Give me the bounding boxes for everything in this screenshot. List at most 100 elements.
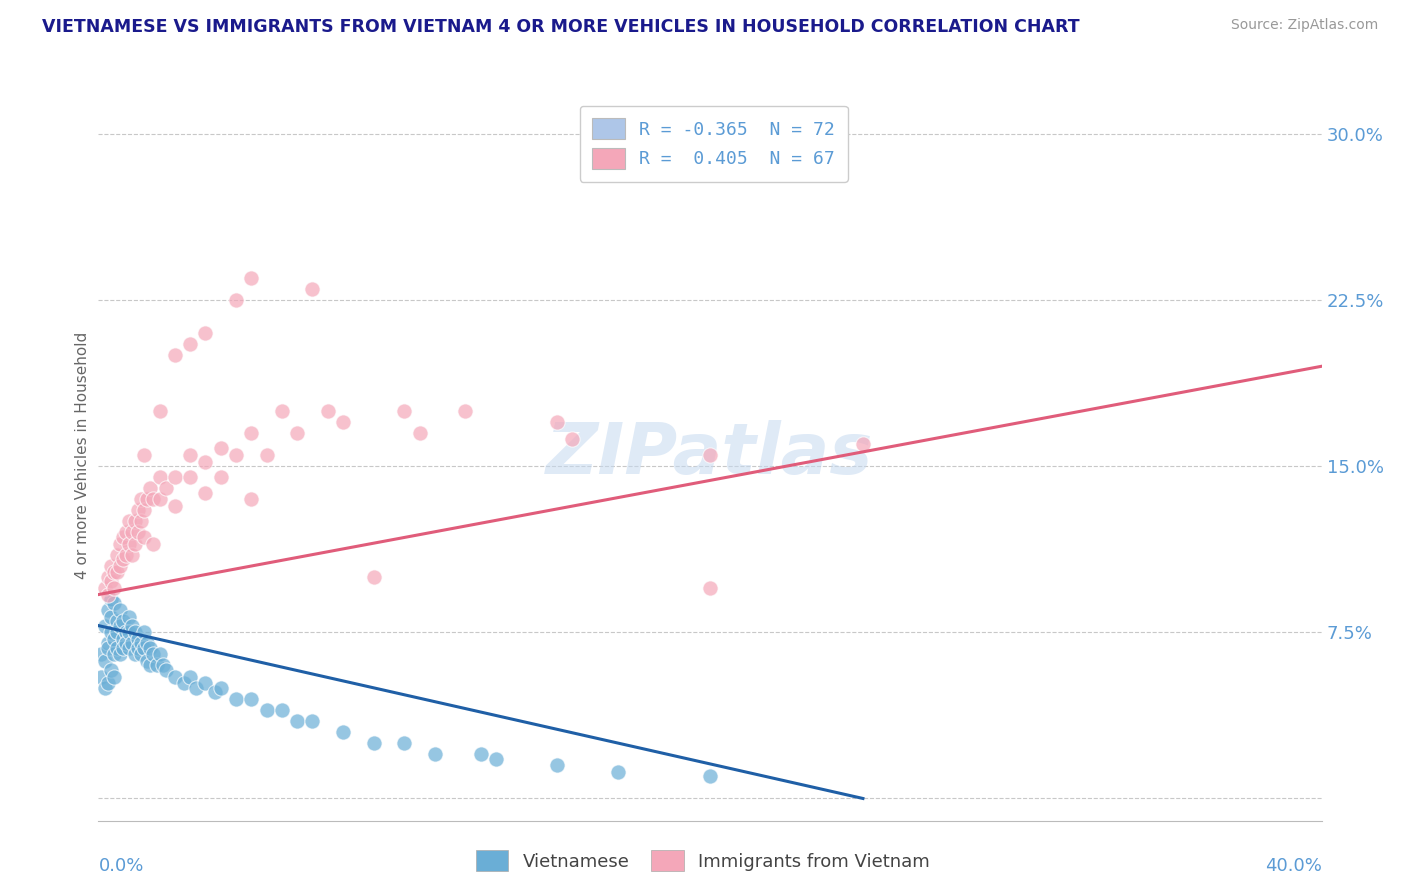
Point	[285, 714, 308, 728]
Point	[90, 648, 112, 662]
Point	[108, 536, 131, 550]
Y-axis label: 4 or more Vehicles in Household: 4 or more Vehicles in Household	[75, 331, 90, 579]
Point	[209, 442, 232, 456]
Point	[105, 614, 128, 628]
Point	[105, 566, 128, 580]
Point	[103, 632, 125, 646]
Point	[392, 736, 416, 750]
Point	[111, 552, 134, 566]
Point	[134, 448, 156, 462]
Point	[93, 654, 115, 668]
Point	[316, 403, 339, 417]
Point	[100, 574, 122, 589]
Point	[129, 636, 152, 650]
Point	[186, 681, 208, 695]
Point	[115, 625, 138, 640]
Point	[105, 640, 128, 655]
Point	[163, 499, 186, 513]
Point	[103, 669, 125, 683]
Point	[332, 415, 354, 429]
Point	[392, 403, 416, 417]
Point	[97, 640, 120, 655]
Point	[100, 625, 122, 640]
Point	[103, 581, 125, 595]
Point	[139, 481, 162, 495]
Point	[546, 758, 568, 772]
Point	[118, 609, 141, 624]
Point	[194, 326, 217, 340]
Point	[100, 558, 122, 573]
Point	[103, 648, 125, 662]
Point	[142, 648, 165, 662]
Point	[100, 609, 122, 624]
Legend: Vietnamese, Immigrants from Vietnam: Vietnamese, Immigrants from Vietnam	[468, 843, 938, 879]
Point	[485, 751, 508, 765]
Point	[124, 648, 146, 662]
Point	[97, 676, 120, 690]
Point	[155, 481, 177, 495]
Point	[301, 714, 323, 728]
Point	[129, 515, 152, 529]
Point	[270, 403, 294, 417]
Point	[97, 588, 120, 602]
Point	[209, 470, 232, 484]
Point	[256, 703, 278, 717]
Point	[111, 632, 134, 646]
Point	[423, 747, 446, 761]
Point	[194, 485, 217, 500]
Point	[124, 536, 146, 550]
Point	[124, 625, 146, 640]
Point	[285, 425, 308, 440]
Point	[115, 548, 138, 562]
Point	[149, 492, 172, 507]
Point	[127, 632, 149, 646]
Point	[139, 640, 162, 655]
Legend: R = -0.365  N = 72, R =  0.405  N = 67: R = -0.365 N = 72, R = 0.405 N = 67	[579, 105, 848, 182]
Point	[134, 530, 156, 544]
Point	[111, 530, 134, 544]
Point	[118, 515, 141, 529]
Point	[97, 636, 120, 650]
Point	[108, 558, 131, 573]
Point	[163, 470, 186, 484]
Point	[561, 433, 583, 447]
Point	[256, 448, 278, 462]
Point	[93, 581, 115, 595]
Point	[111, 614, 134, 628]
Point	[127, 503, 149, 517]
Point	[163, 348, 186, 362]
Point	[134, 625, 156, 640]
Point	[100, 592, 122, 607]
Point	[240, 492, 263, 507]
Point	[115, 636, 138, 650]
Point	[129, 492, 152, 507]
Point	[240, 425, 263, 440]
Point	[149, 648, 172, 662]
Point	[225, 691, 247, 706]
Point	[142, 536, 165, 550]
Point	[136, 654, 159, 668]
Point	[152, 658, 174, 673]
Point	[179, 448, 201, 462]
Point	[139, 658, 162, 673]
Point	[699, 769, 721, 783]
Point	[240, 691, 263, 706]
Point	[127, 640, 149, 655]
Point	[163, 669, 186, 683]
Point	[108, 648, 131, 662]
Text: VIETNAMESE VS IMMIGRANTS FROM VIETNAM 4 OR MORE VEHICLES IN HOUSEHOLD CORRELATIO: VIETNAMESE VS IMMIGRANTS FROM VIETNAM 4 …	[42, 18, 1080, 36]
Point	[134, 503, 156, 517]
Point	[134, 640, 156, 655]
Point	[93, 618, 115, 632]
Text: Source: ZipAtlas.com: Source: ZipAtlas.com	[1230, 18, 1378, 32]
Text: 0.0%: 0.0%	[98, 857, 143, 875]
Point	[332, 725, 354, 739]
Point	[121, 636, 143, 650]
Point	[149, 470, 172, 484]
Point	[121, 618, 143, 632]
Point	[179, 669, 201, 683]
Point	[699, 448, 721, 462]
Text: 40.0%: 40.0%	[1265, 857, 1322, 875]
Point	[142, 492, 165, 507]
Point	[408, 425, 430, 440]
